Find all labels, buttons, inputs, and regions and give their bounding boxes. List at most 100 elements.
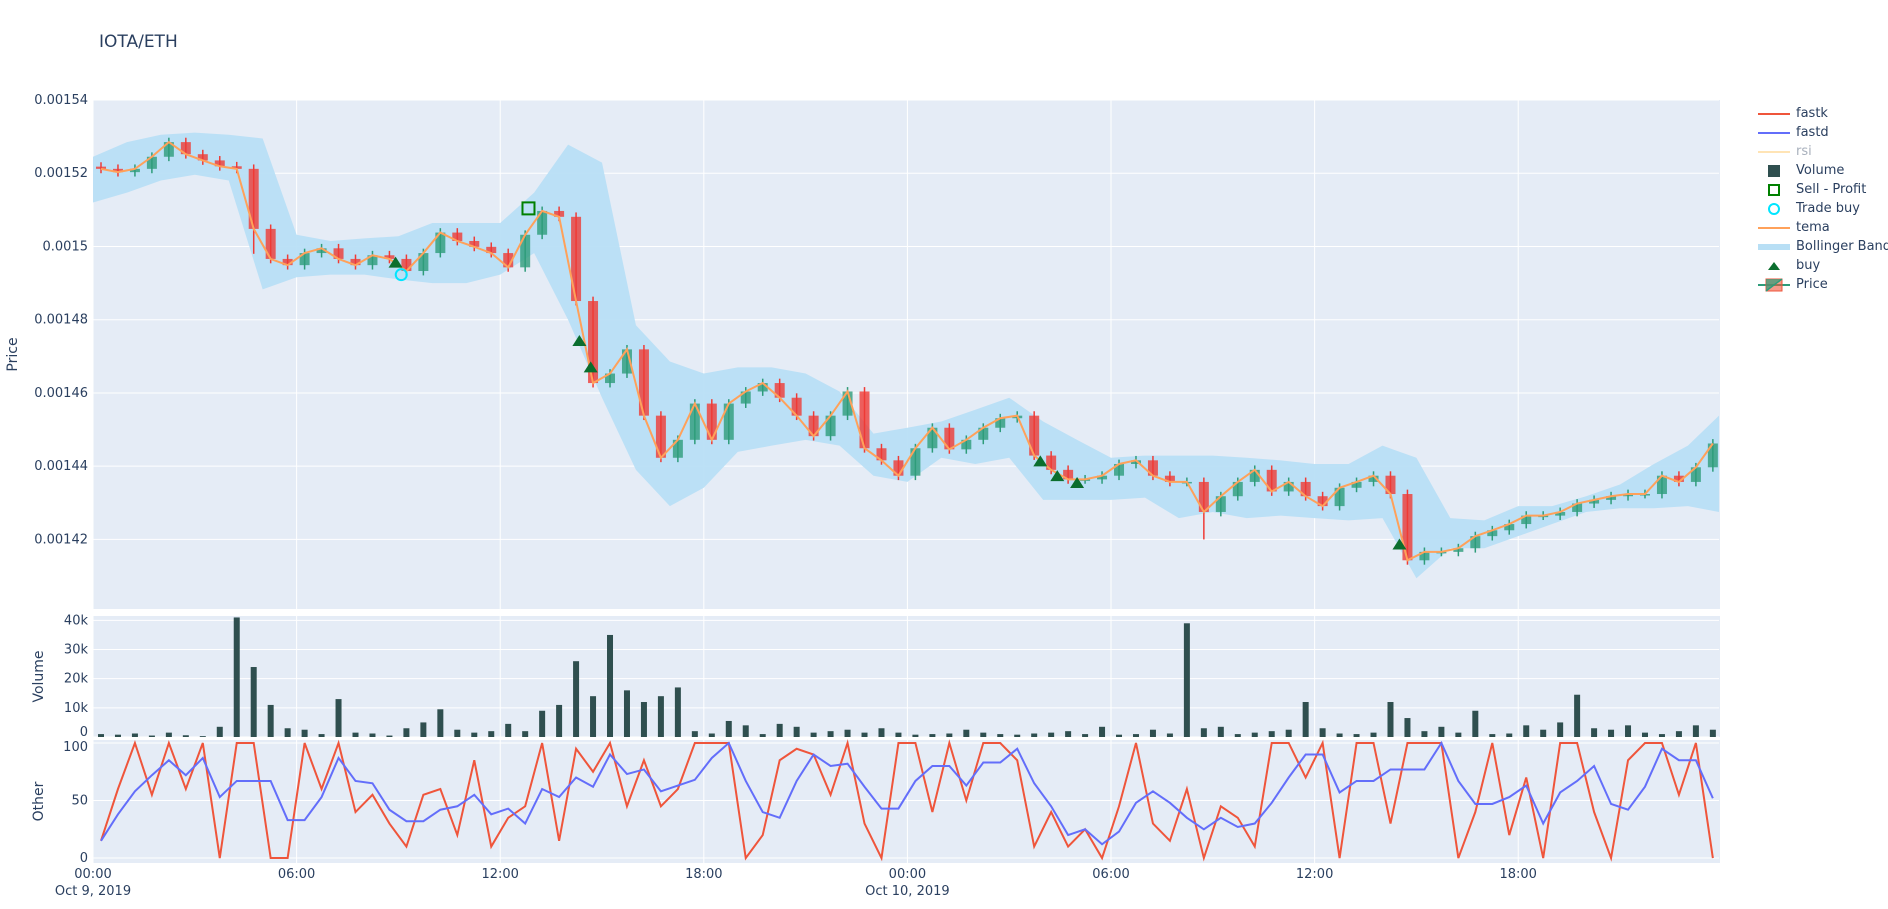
- volume-bar: [165, 732, 172, 737]
- candle-body: [1266, 469, 1277, 492]
- candle-body: [1198, 481, 1209, 512]
- volume-bar: [1625, 725, 1632, 737]
- candle-body: [1097, 475, 1108, 480]
- candle: [1487, 525, 1498, 541]
- volume-bar: [1489, 734, 1496, 737]
- candle-body: [1402, 494, 1413, 561]
- candle-body: [978, 427, 989, 440]
- volume-bar: [1251, 732, 1258, 737]
- candle-body: [299, 253, 310, 266]
- volume-bar: [725, 720, 732, 737]
- candle-body: [1572, 503, 1583, 512]
- candle-body: [944, 427, 955, 450]
- legend-label: buy: [1796, 258, 1821, 273]
- candle: [859, 387, 870, 453]
- candle: [1673, 471, 1684, 487]
- volume-bar: [1540, 729, 1547, 737]
- volume-bar: [1031, 733, 1038, 737]
- line-icon: [1758, 131, 1790, 134]
- candle-body: [723, 403, 734, 440]
- candle-body: [1521, 515, 1532, 525]
- legend-label: Price: [1796, 277, 1828, 292]
- volume-bar: [997, 734, 1004, 737]
- volume-bar: [1591, 728, 1598, 737]
- candle-body: [520, 234, 531, 268]
- legend-item-buy[interactable]: buy: [1756, 256, 1888, 275]
- legend-item-rsi[interactable]: rsi: [1756, 142, 1888, 161]
- legend-item-price[interactable]: Price: [1756, 275, 1888, 294]
- volume-bar: [657, 696, 664, 737]
- legend-item-tema[interactable]: tema: [1756, 218, 1888, 237]
- legend-label: Bollinger Band: [1796, 239, 1888, 254]
- candle-body: [1504, 524, 1515, 531]
- volume-bar: [623, 690, 630, 737]
- candle-body: [163, 142, 174, 157]
- candle: [1504, 519, 1515, 535]
- volume-bar: [454, 729, 461, 737]
- candle: [1623, 489, 1634, 501]
- candle-body: [469, 240, 480, 247]
- volume-bar: [573, 661, 580, 737]
- candle: [129, 164, 140, 177]
- candle-body: [180, 142, 191, 155]
- buy-marker: [1050, 470, 1065, 482]
- candle-body: [1385, 475, 1396, 495]
- candle: [214, 156, 225, 171]
- candle-body: [1164, 475, 1175, 482]
- candle-body: [1130, 460, 1141, 464]
- volume-bar: [1641, 732, 1648, 737]
- candle-body: [1215, 496, 1226, 512]
- square-icon: [1768, 164, 1780, 177]
- candle: [588, 296, 599, 388]
- volume-bar: [1506, 733, 1513, 737]
- candle-body: [655, 415, 666, 458]
- x-tick-label: 06:00: [278, 867, 315, 882]
- volume-bar: [963, 729, 970, 737]
- legend-item-fastk[interactable]: fastk: [1756, 104, 1888, 123]
- volume-bar: [1455, 732, 1462, 737]
- volume-bar: [776, 723, 783, 737]
- candle-body: [740, 391, 751, 404]
- volume-bar: [352, 732, 359, 737]
- legend-item-bollinger-band[interactable]: Bollinger Band: [1756, 237, 1888, 256]
- legend-item-volume[interactable]: Volume: [1756, 161, 1888, 180]
- candle: [486, 242, 497, 258]
- square-open-icon: [1768, 183, 1780, 196]
- candle-body: [1300, 481, 1311, 497]
- candle: [333, 243, 344, 264]
- candle-body: [350, 258, 361, 266]
- candle: [1572, 499, 1583, 517]
- volume-bar: [267, 704, 274, 737]
- candle-body: [384, 255, 395, 259]
- volume-bar: [1065, 731, 1072, 737]
- legend-item-trade-buy[interactable]: Trade buy: [1756, 199, 1888, 218]
- band-icon: [1758, 243, 1790, 250]
- volume-bar: [505, 723, 512, 737]
- candle-body: [1029, 415, 1040, 456]
- volume-bar: [301, 729, 308, 737]
- candle-body: [1283, 481, 1294, 492]
- volume-bar: [1200, 728, 1207, 737]
- candle-body: [757, 383, 768, 392]
- candle-body: [503, 253, 514, 268]
- volume-bar: [844, 729, 851, 737]
- volume-bar: [1048, 732, 1055, 737]
- fastd-line: [100, 740, 1714, 846]
- candle-body: [910, 448, 921, 476]
- legend-item-sell-profit[interactable]: Sell - Profit: [1756, 180, 1888, 199]
- legend-item-fastd[interactable]: fastd: [1756, 123, 1888, 142]
- volume-panel: 0 10k 20k 30k 40k Volume: [31, 613, 1720, 740]
- volume-bar: [182, 735, 189, 737]
- candle-body: [1690, 467, 1701, 482]
- candle: [248, 164, 259, 254]
- buy-marker: [388, 256, 403, 268]
- y-tick-label: 20k: [64, 672, 89, 687]
- candle: [1029, 411, 1040, 460]
- circle-open-icon: [1768, 202, 1780, 215]
- volume-bar: [335, 699, 342, 737]
- y-tick-label: 0.00144: [34, 459, 88, 474]
- candle-body: [418, 253, 429, 272]
- line-icon: [1758, 226, 1790, 229]
- volume-bar: [148, 735, 155, 737]
